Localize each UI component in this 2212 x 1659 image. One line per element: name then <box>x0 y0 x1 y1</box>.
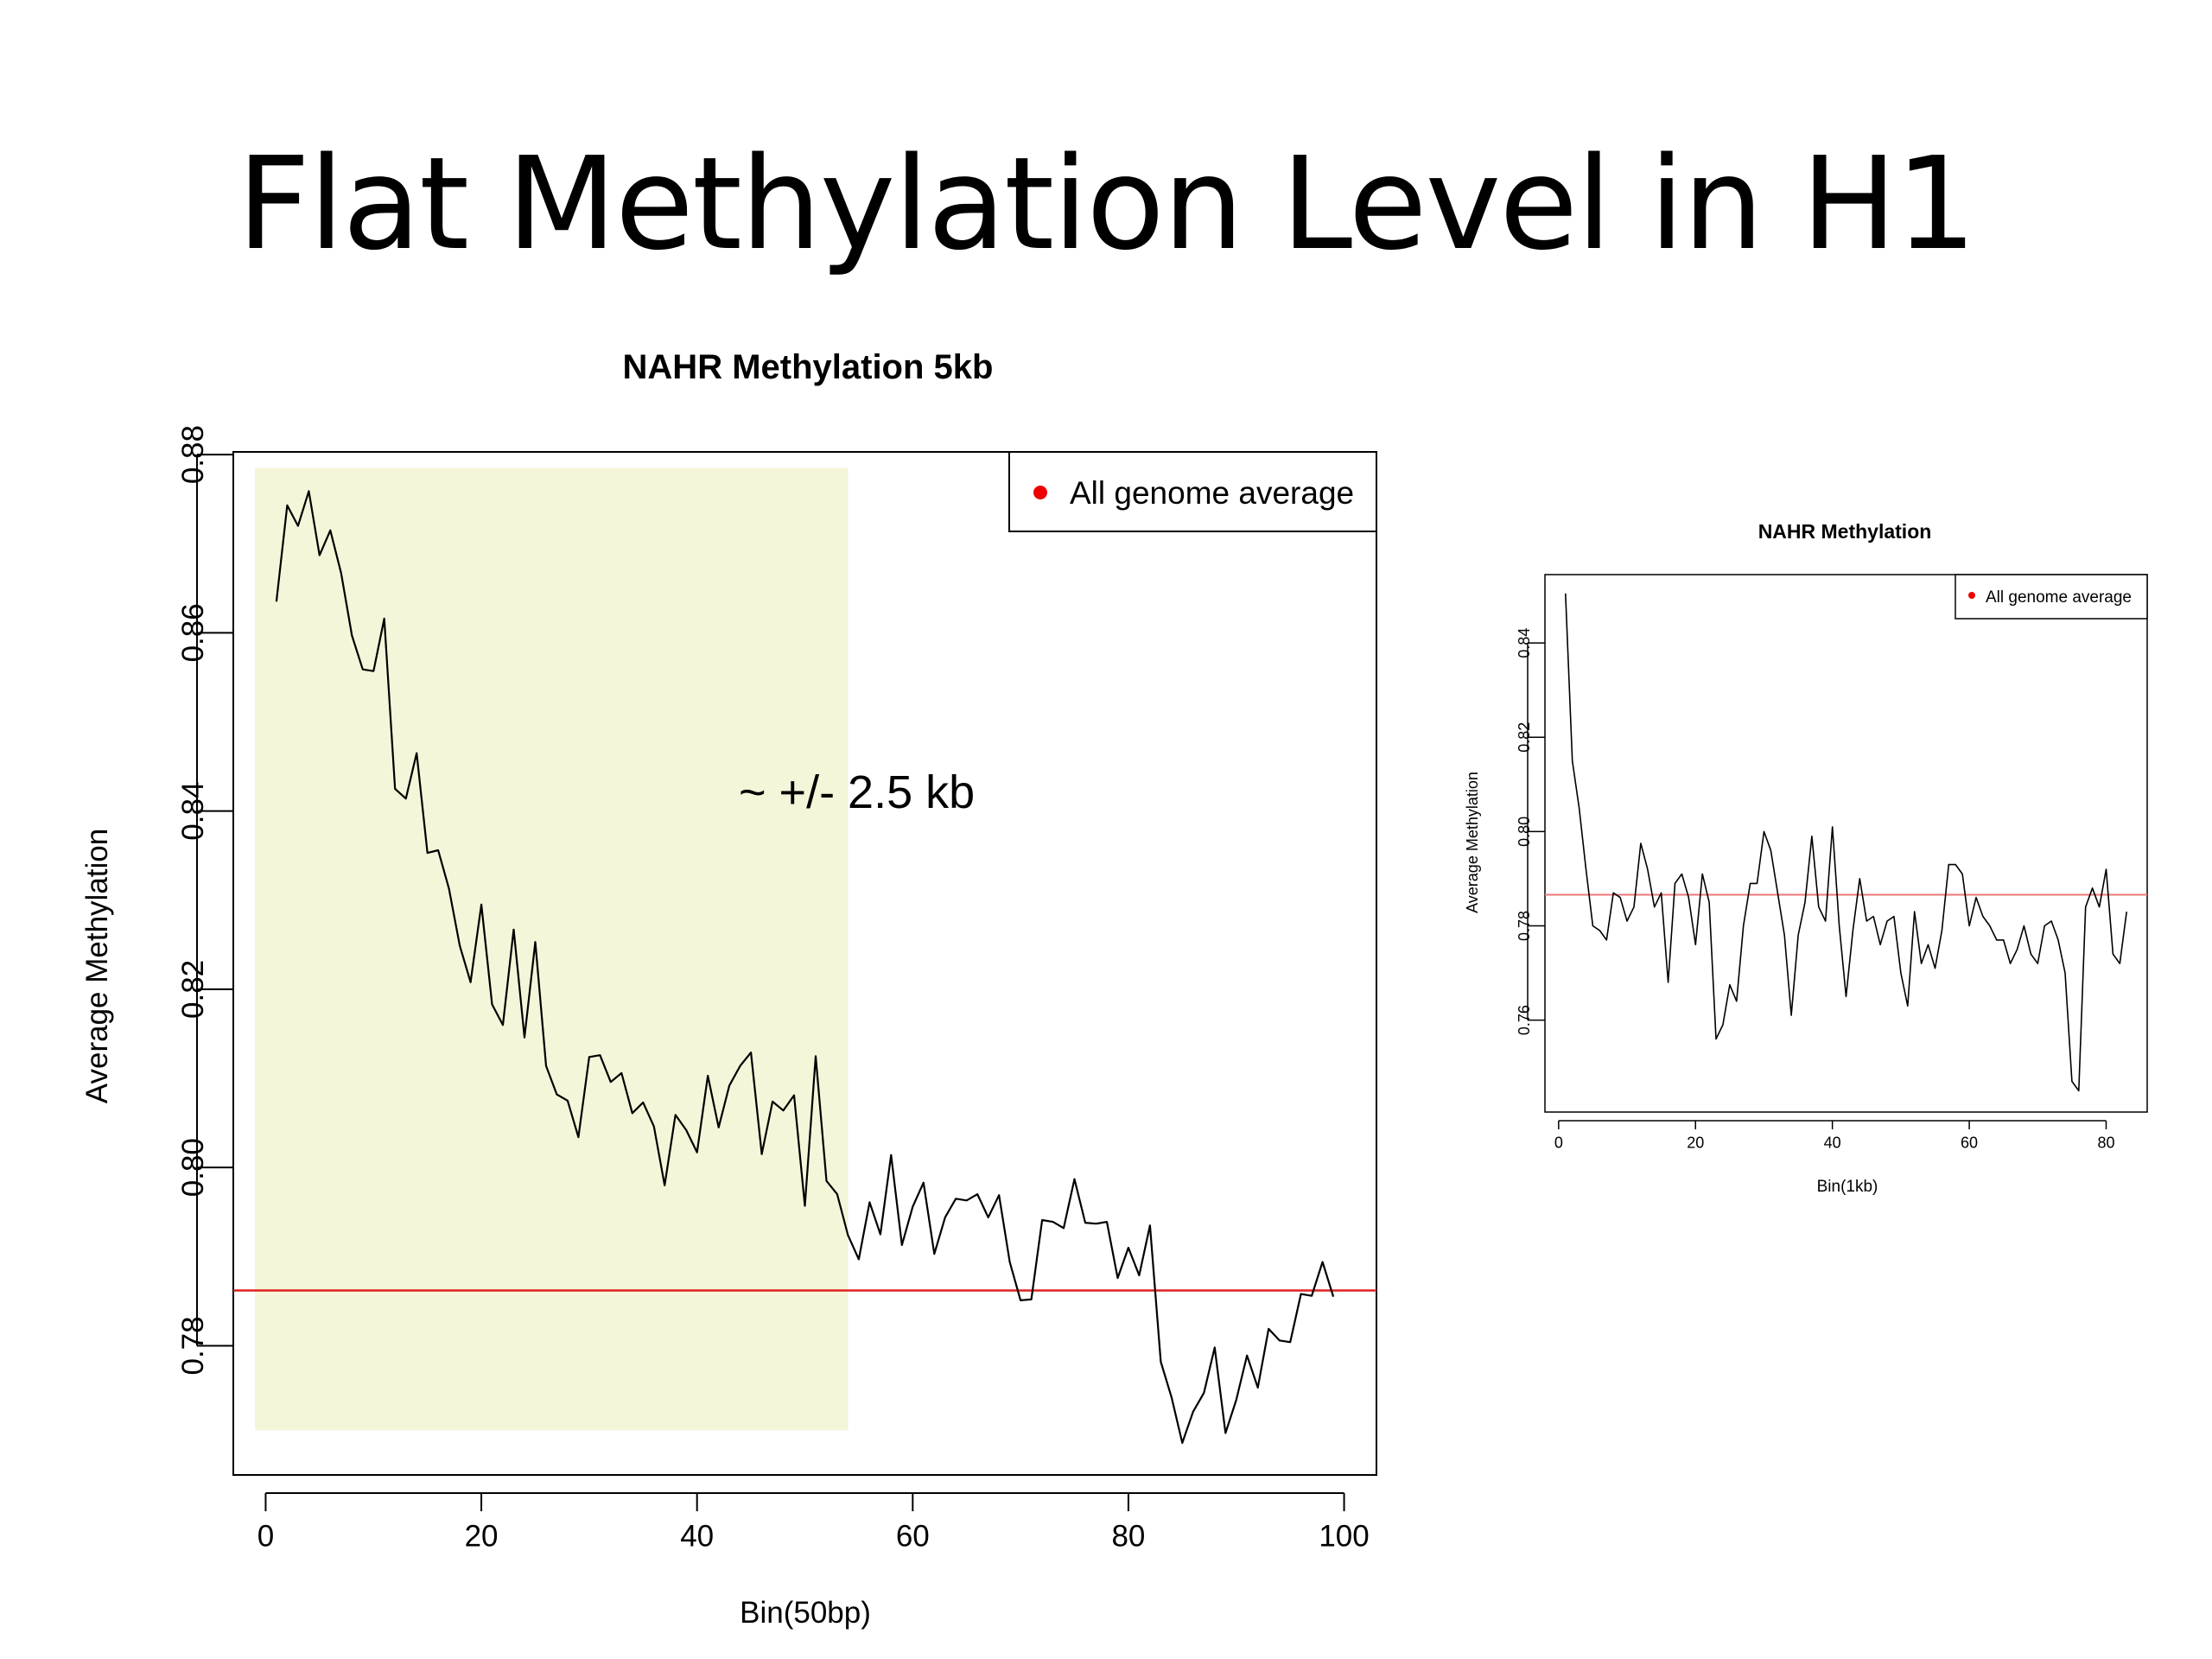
y-tick-label: 0.88 <box>176 425 210 484</box>
main-plot-frame <box>232 451 1377 1476</box>
x-tick-label: 80 <box>2097 1135 2114 1152</box>
main-y-axis-label: Average Methylation <box>80 829 114 1103</box>
small-chart-title: NAHR Methylation <box>1758 520 1932 543</box>
x-tick-label: 40 <box>680 1519 714 1553</box>
small-legend-box <box>1955 574 2148 620</box>
main-highlight-region <box>254 467 849 1431</box>
main-chart-title: NAHR Methylation 5kb <box>623 348 994 386</box>
small-chart: NAHR Methylation 0.76 0.78 0.80 0.82 0.84 0 2… <box>1464 520 2148 1196</box>
main-annotation: ~ +/- 2.5 kb <box>739 766 975 818</box>
series-line <box>1565 593 2127 1092</box>
y-tick-label: 0.80 <box>1516 817 1533 847</box>
y-tick-label: 0.78 <box>1516 911 1533 941</box>
x-tick-label: 100 <box>1319 1519 1369 1553</box>
main-chart: NAHR Methylation 5kb 0.78 0.80 0.82 0.84 0.8… <box>80 348 1377 1630</box>
main-legend: All genome average <box>1008 451 1377 532</box>
main-legend-box <box>1008 451 1377 532</box>
x-tick-label: 60 <box>896 1519 930 1553</box>
x-tick-label: 20 <box>465 1519 499 1553</box>
slide-title: Flat Methylation Level in H1 <box>237 130 1977 278</box>
series-line <box>275 490 1335 1445</box>
y-tick-label: 0.82 <box>176 960 210 1019</box>
y-tick-label: 0.80 <box>176 1138 210 1197</box>
y-tick-label: 0.82 <box>1516 722 1533 753</box>
x-tick-label: 20 <box>1687 1135 1704 1152</box>
y-tick-label: 0.84 <box>1516 628 1533 658</box>
small-y-axis-label: Average Methylation <box>1464 772 1481 913</box>
x-tick-label: 80 <box>1111 1519 1145 1553</box>
y-tick-label: 0.86 <box>176 603 210 662</box>
x-tick-label: 0 <box>1554 1135 1563 1152</box>
main-x-axis-label: Bin(50bp) <box>740 1596 871 1630</box>
small-x-axis-label: Bin(1kb) <box>1817 1178 1878 1196</box>
x-tick-label: 60 <box>1961 1135 1978 1152</box>
x-tick-label: 40 <box>1824 1135 1841 1152</box>
small-legend-marker <box>1968 592 1975 599</box>
main-legend-marker <box>1033 486 1047 499</box>
x-tick-label: 0 <box>257 1519 274 1553</box>
y-tick-label: 0.76 <box>1516 1005 1533 1035</box>
main-legend-label: All genome average <box>1070 475 1354 511</box>
small-legend-label: All genome average <box>1986 588 2132 607</box>
y-tick-label: 0.84 <box>176 782 210 841</box>
small-plot-frame <box>1544 574 2148 1113</box>
y-tick-label: 0.78 <box>176 1316 210 1375</box>
small-legend: All genome average <box>1955 574 2148 620</box>
